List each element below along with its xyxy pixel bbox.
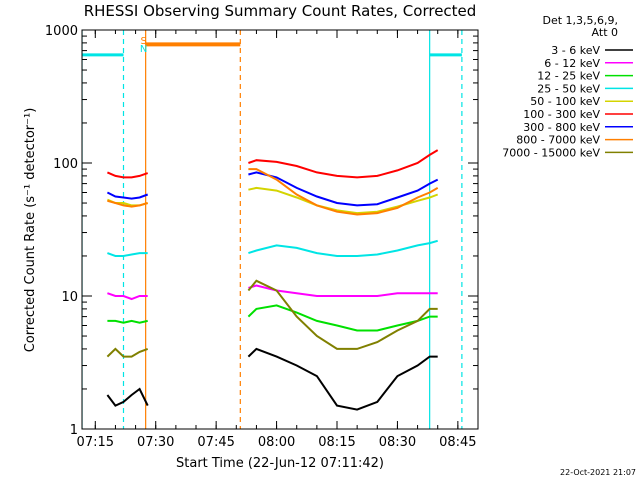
x-tick-label-0: 07:15 <box>77 435 114 450</box>
chart-title: RHESSI Observing Summary Count Rates, Co… <box>84 2 477 20</box>
series-line-6-seg-1 <box>248 171 439 207</box>
x-axis: 07:15 07:30 07:45 08:00 08:15 08:30 08:45 <box>77 30 479 450</box>
annotations: SN <box>140 36 147 55</box>
series-line-0-seg-0 <box>106 387 149 407</box>
plot-frame <box>81 29 479 430</box>
legend-label-6: 300 - 800 keV <box>523 121 600 134</box>
legend-label-5: 100 - 300 keV <box>523 108 600 121</box>
x-tick-label-6: 08:45 <box>439 435 476 450</box>
legend-label-0: 3 - 6 keV <box>551 44 600 57</box>
footer-timestamp: 22-Oct-2021 21:07 <box>560 468 636 477</box>
x-tick-label-3: 08:00 <box>258 435 295 450</box>
series-line-6-seg-0 <box>106 191 149 200</box>
y-tick-label-0: 1 <box>70 423 78 438</box>
x-tick-label-1: 07:30 <box>137 435 174 450</box>
series-line-0-seg-1 <box>247 347 438 411</box>
series-line-4-seg-1 <box>248 186 439 215</box>
annotation-s: S <box>140 36 146 47</box>
series-line-7-seg-0 <box>107 199 148 208</box>
legend-label-8: 7000 - 15000 keV <box>502 146 600 159</box>
legend-label-4: 50 - 100 keV <box>530 95 600 108</box>
legend-label-7: 800 - 7000 keV <box>516 134 600 147</box>
y-tick-label-3: 1000 <box>45 24 78 39</box>
x-tick-label-2: 07:45 <box>197 435 234 450</box>
legend-header-1: Att 0 <box>592 26 618 39</box>
legend-label-2: 12 - 25 keV <box>537 70 600 83</box>
interval-markers <box>82 30 463 429</box>
series-line-8-seg-0 <box>106 347 149 358</box>
series-line-3-seg-0 <box>107 252 148 257</box>
series-line-1-seg-0 <box>107 292 148 301</box>
annotation-n: N <box>140 44 147 55</box>
y-axis-label: Corrected Count Rate (s⁻¹ detector⁻¹) <box>23 108 38 353</box>
series-line-8-seg-1 <box>247 279 438 350</box>
y-axis: 1 10 100 1000 <box>45 24 478 438</box>
x-tick-label-4: 08:15 <box>318 435 355 450</box>
series-line-5-seg-1 <box>248 149 439 179</box>
series-line-5-seg-0 <box>106 171 149 179</box>
series-line-2-seg-0 <box>107 319 148 324</box>
legend-label-1: 6 - 12 keV <box>544 57 600 70</box>
series-line-7-seg-1 <box>248 168 439 216</box>
series-group <box>106 149 439 411</box>
legend-label-3: 25 - 50 keV <box>537 82 600 95</box>
y-tick-label-2: 100 <box>53 157 78 172</box>
x-axis-label: Start Time (22-Jun-12 07:11:42) <box>176 456 384 471</box>
y-tick-label-1: 10 <box>61 290 78 305</box>
x-tick-label-5: 08:30 <box>379 435 416 450</box>
legend-header-0: Det 1,3,5,6,9, <box>542 14 618 27</box>
series-line-3-seg-1 <box>248 239 438 257</box>
